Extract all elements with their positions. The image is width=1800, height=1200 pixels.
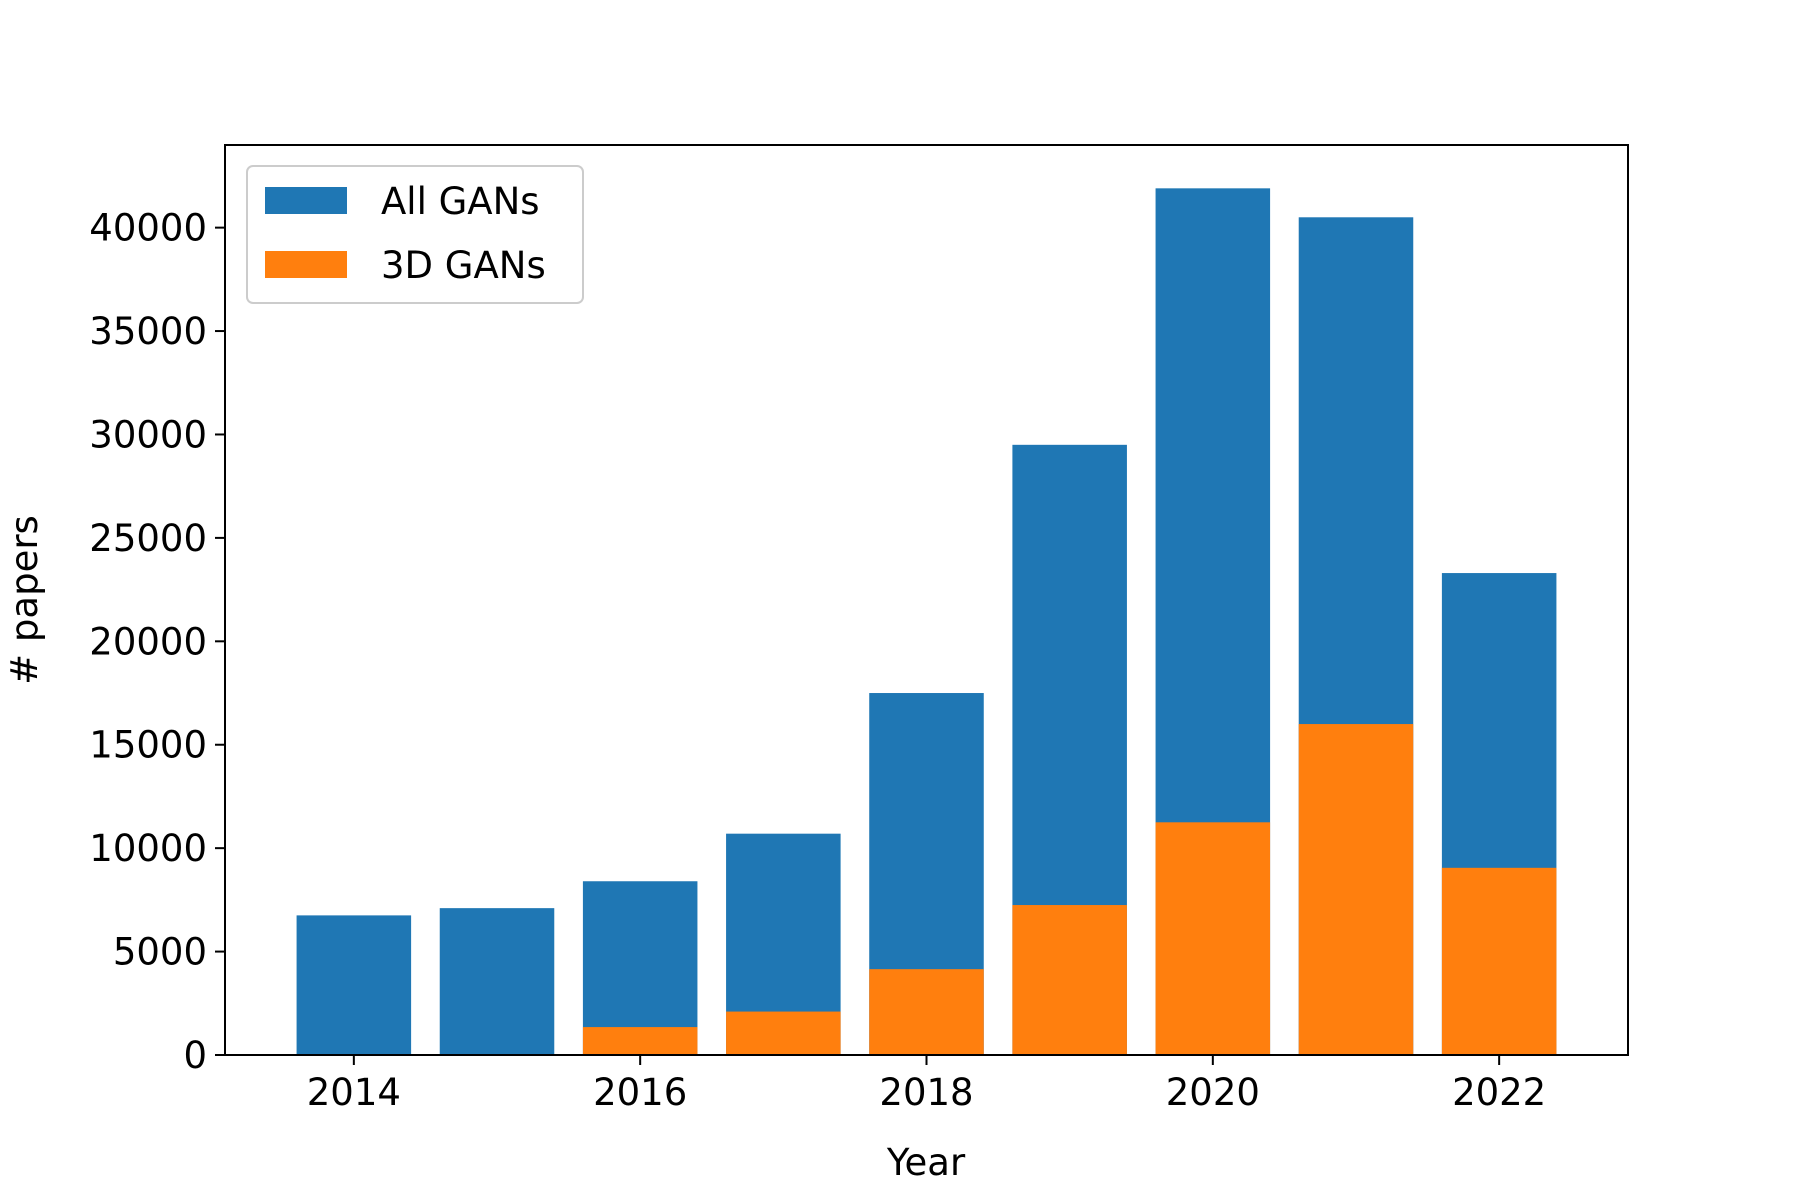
- bar-all-gans-2016: [582, 881, 698, 1055]
- y-tick-label-15000: 15000: [89, 724, 207, 767]
- bar-3d-gans-2017: [726, 1011, 841, 1055]
- y-axis-ticks: 0 5000 10000 15000 20000 25000 30000 35000 40000: [89, 207, 225, 1077]
- y-tick-label-0: 0: [183, 1034, 207, 1077]
- bars-layer: [296, 188, 1557, 1056]
- y-tick-label-35000: 35000: [89, 310, 207, 353]
- x-tick-label-2020: 2020: [1166, 1071, 1260, 1114]
- y-tick-label-40000: 40000: [89, 207, 207, 250]
- x-tick-label-2022: 2022: [1452, 1071, 1546, 1114]
- y-tick-label-20000: 20000: [89, 620, 207, 663]
- bar-3d-gans-2021: [1298, 724, 1414, 1055]
- y-tick-label-25000: 25000: [89, 517, 207, 560]
- x-axis-title: Year: [886, 1141, 966, 1184]
- bar-3d-gans-2019: [1012, 905, 1127, 1055]
- x-tick-label-2018: 2018: [879, 1071, 973, 1114]
- bar-3d-gans-2018: [869, 969, 984, 1055]
- legend-label-all-gans: All GANs: [381, 180, 540, 223]
- y-axis-title: # papers: [3, 515, 46, 685]
- bar-3d-gans-2022: [1441, 867, 1557, 1055]
- legend-swatch-all-gans: [265, 187, 347, 214]
- legend-label-3d-gans: 3D GANs: [381, 244, 546, 287]
- bar-all-gans-2015: [439, 908, 555, 1055]
- y-tick-label-30000: 30000: [89, 413, 207, 456]
- x-axis-ticks: 2014 2016 2018 2020 2022: [307, 1055, 1546, 1114]
- bar-3d-gans-2016: [582, 1027, 698, 1055]
- x-tick-label-2016: 2016: [593, 1071, 687, 1114]
- y-tick-label-5000: 5000: [113, 931, 207, 974]
- x-tick-label-2014: 2014: [307, 1071, 401, 1114]
- bar-3d-gans-2020: [1155, 822, 1271, 1055]
- y-tick-label-10000: 10000: [89, 827, 207, 870]
- legend: All GANs 3D GANs: [246, 165, 584, 304]
- legend-swatch-3d-gans: [265, 251, 347, 278]
- bar-all-gans-2014: [296, 915, 412, 1055]
